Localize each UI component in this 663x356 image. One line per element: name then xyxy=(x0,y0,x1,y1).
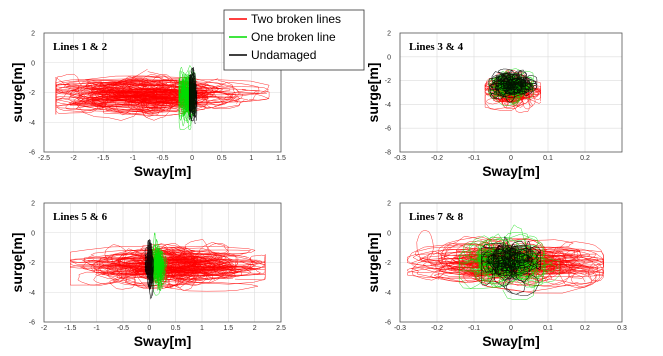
axes-frame xyxy=(399,202,623,323)
y-tick-label: -6 xyxy=(29,150,35,157)
x-tick-label: 0.5 xyxy=(171,325,181,332)
x-tick-label: 2 xyxy=(253,325,257,332)
x-tick-label: 0 xyxy=(509,155,513,162)
legend: Two broken lines One broken line Undamaged xyxy=(223,9,365,71)
x-axis-label: Sway[m] xyxy=(134,163,192,179)
panel-4: -0.3 -0.2 -0.1 0 0.1 0.2 0.3 -6 -4 -2 0 2 Sway[m] sur… xyxy=(365,201,627,350)
legend-label: One broken line xyxy=(251,30,336,44)
series-line-undamaged xyxy=(188,66,198,124)
panel-title: Lines 5 & 6 xyxy=(53,211,108,223)
y-tick-label: 2 xyxy=(387,201,391,208)
y-tick-label: -6 xyxy=(385,126,391,133)
x-tick-label: -2.5 xyxy=(38,155,50,162)
y-tick-label: -2 xyxy=(385,260,391,267)
y-tick-label: -8 xyxy=(385,150,391,157)
series-line-undamaged xyxy=(488,68,538,103)
series-line-undamaged xyxy=(481,235,541,296)
x-tick-label: -0.2 xyxy=(431,325,443,332)
panel-3: -2 -1.5 -1 -0.5 0 0.5 1 1.5 2 2.5 -6 -4 -2 0 2 Sway[m] s… xyxy=(9,201,286,350)
x-tick-label: -0.1 xyxy=(468,155,480,162)
y-tick-label: -4 xyxy=(385,102,391,109)
x-tick-label: 0.1 xyxy=(543,155,553,162)
x-tick-label: -1 xyxy=(130,155,136,162)
y-tick-label: 2 xyxy=(387,31,391,38)
y-tick-label: 2 xyxy=(31,31,35,38)
x-tick-label: 0.5 xyxy=(217,155,227,162)
y-tick-label: -2 xyxy=(29,260,35,267)
series-line-undamaged xyxy=(144,239,154,300)
y-axis-label: surge[m] xyxy=(9,233,25,293)
x-tick-label: 1 xyxy=(249,155,253,162)
y-axis-label: surge[m] xyxy=(365,233,381,293)
x-tick-label: -0.3 xyxy=(394,155,406,162)
y-tick-label: -4 xyxy=(29,290,35,297)
panel-title: Lines 7 & 8 xyxy=(409,211,464,223)
y-tick-label: 0 xyxy=(31,60,35,67)
panel-title: Lines 1 & 2 xyxy=(53,41,108,53)
x-tick-label: 0 xyxy=(147,325,151,332)
x-tick-label: -2 xyxy=(41,325,47,332)
y-axis-label: surge[m] xyxy=(9,63,25,123)
axes-frame xyxy=(399,32,623,153)
x-axis-label: Sway[m] xyxy=(482,163,540,179)
panel-2: -0.3 -0.2 -0.1 0 0.1 0.2 -8 -6 -4 -2 0 2 Sway[m] surg… xyxy=(365,31,623,179)
x-tick-label: -0.5 xyxy=(117,325,129,332)
y-tick-label: -2 xyxy=(385,78,391,85)
x-tick-label: 2.5 xyxy=(276,325,286,332)
y-tick-label: -2 xyxy=(29,90,35,97)
x-tick-label: 0 xyxy=(509,325,513,332)
legend-box xyxy=(223,9,365,71)
legend-label: Undamaged xyxy=(251,48,316,62)
x-tick-label: 1.5 xyxy=(223,325,233,332)
y-tick-label: 0 xyxy=(387,54,391,61)
y-tick-label: -6 xyxy=(385,320,391,327)
x-tick-label: -0.5 xyxy=(156,155,168,162)
x-tick-label: 1 xyxy=(200,325,204,332)
x-axis-label: Sway[m] xyxy=(482,333,540,349)
axes-frame xyxy=(43,202,282,323)
x-tick-label: -1.5 xyxy=(97,155,109,162)
y-tick-label: -4 xyxy=(385,290,391,297)
x-tick-label: 0.3 xyxy=(617,325,627,332)
x-tick-label: 0.2 xyxy=(580,155,590,162)
axes-frame xyxy=(43,32,282,153)
y-tick-label: -6 xyxy=(29,320,35,327)
x-tick-label: 1.5 xyxy=(276,155,286,162)
x-tick-label: -1.5 xyxy=(64,325,76,332)
y-tick-label: 2 xyxy=(31,201,35,208)
series-line-two-broken-lines xyxy=(55,69,270,121)
x-tick-label: 0.2 xyxy=(580,325,590,332)
y-tick-label: 0 xyxy=(387,230,391,237)
x-tick-label: -0.2 xyxy=(431,155,443,162)
x-tick-label: -2 xyxy=(71,155,77,162)
x-tick-label: 0.1 xyxy=(543,325,553,332)
panel-title: Lines 3 & 4 xyxy=(409,41,464,53)
x-axis-label: Sway[m] xyxy=(134,333,192,349)
x-tick-label: -0.3 xyxy=(394,325,406,332)
y-axis-label: surge[m] xyxy=(365,63,381,123)
x-tick-label: -1 xyxy=(94,325,100,332)
x-tick-label: -0.1 xyxy=(468,325,480,332)
y-tick-label: -4 xyxy=(29,120,35,127)
legend-label: Two broken lines xyxy=(251,12,341,26)
y-tick-label: 0 xyxy=(31,230,35,237)
x-tick-label: 0 xyxy=(190,155,194,162)
